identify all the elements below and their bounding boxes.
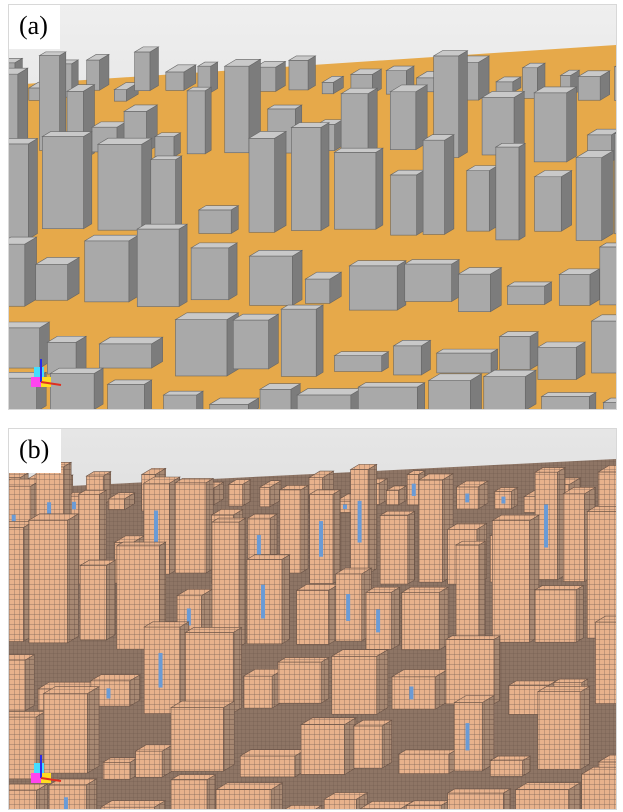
- panel-b: (b): [8, 428, 617, 810]
- voxel-building-cluster: [9, 461, 616, 809]
- panel-a-label: (a): [9, 5, 60, 49]
- axis-gizmo-icon: [31, 359, 62, 387]
- panel-a: (a): [8, 4, 617, 410]
- panel-b-label: (b): [9, 429, 62, 473]
- building-cluster: [9, 46, 616, 409]
- axis-gizmo-icon: [31, 755, 62, 783]
- city-voxel-render: [9, 429, 616, 809]
- city-render-surface: [9, 5, 616, 409]
